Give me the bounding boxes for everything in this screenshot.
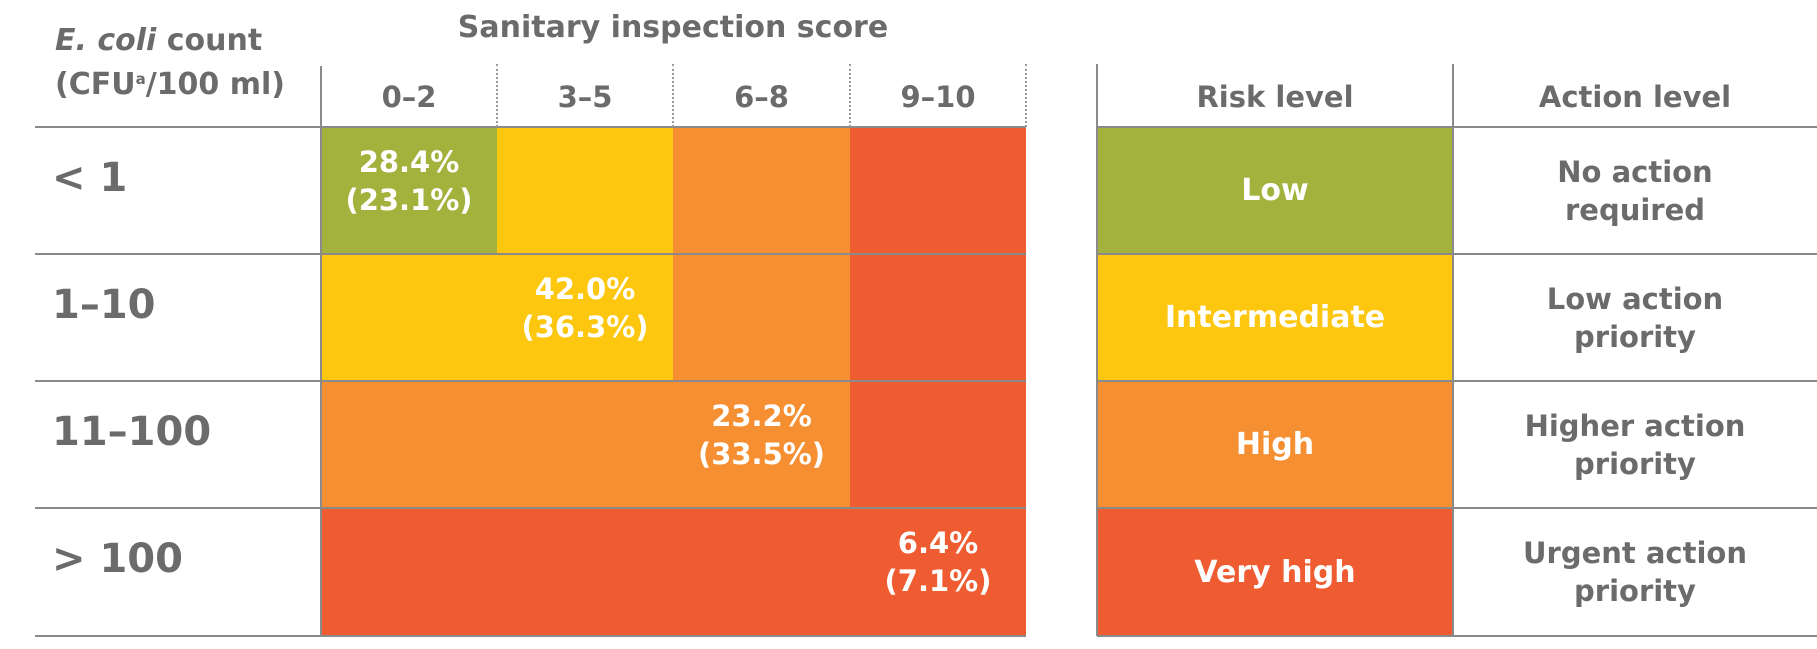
matrix-cell-r2-c0 [321, 381, 497, 508]
matrix-cell-r3-c0 [321, 508, 497, 636]
risk-level-intermediate: Intermediate [1097, 254, 1453, 381]
row-divider [35, 126, 1026, 128]
row-divider-right [1097, 380, 1817, 382]
row-axis-title-italic: E. coli [55, 23, 157, 58]
matrix-cell-r0-c3 [850, 127, 1026, 254]
action-level-low: No action required [1453, 127, 1817, 254]
matrix-cell-r3-c2 [673, 508, 850, 636]
row-axis-unit-pre: (CFU [55, 67, 136, 102]
action-line-2: priority [1574, 446, 1696, 481]
risk-level-very_high: Very high [1097, 508, 1453, 636]
action-level-very_high: Urgent action priority [1453, 508, 1817, 636]
row-axis-unit-post: /100 ml) [145, 67, 285, 102]
row-divider-right [1097, 507, 1817, 509]
matrix-left-border [320, 66, 322, 636]
matrix-cell-r0-c2 [673, 127, 850, 254]
column-dotted-divider [672, 64, 674, 127]
row-label: 11–100 [52, 409, 212, 455]
row-divider [35, 507, 1026, 509]
matrix-cell-r1-c0 [321, 254, 497, 381]
row-divider-right [1097, 126, 1817, 128]
column-axis-title: Sanitary inspection score [457, 10, 889, 45]
column-dotted-divider [849, 64, 851, 127]
risk-level-header: Risk level [1196, 80, 1354, 114]
risk-left-border [1096, 64, 1098, 636]
matrix-cell-r3-c1 [497, 508, 673, 636]
action-line-1: Urgent action [1522, 536, 1747, 570]
matrix-cell-r3-c3: 6.4% (7.1%) [850, 508, 1026, 636]
action-line-1: No action [1557, 154, 1713, 189]
row-label: 1–10 [52, 282, 156, 328]
column-label: 0–2 [381, 80, 437, 114]
row-divider-right [1097, 635, 1817, 637]
action-left-border [1452, 64, 1454, 636]
column-dotted-divider [496, 64, 498, 127]
row-divider-right [1097, 253, 1817, 255]
cell-percentage-paren: (33.5%) [697, 436, 826, 471]
risk-level-high: High [1097, 381, 1453, 508]
matrix-cell-r2-c3 [850, 381, 1026, 508]
action-line-2: required [1564, 192, 1706, 227]
row-divider [35, 635, 1026, 637]
matrix-cell-r0-c1 [497, 127, 673, 254]
cell-percentage: 6.4% [897, 526, 979, 560]
risk-level-low: Low [1097, 127, 1453, 254]
matrix-cell-r1-c1: 42.0% (36.3%) [497, 254, 673, 381]
cell-percentage: 28.4% [358, 144, 460, 179]
cell-percentage-paren: (23.1%) [345, 182, 473, 217]
action-level-header: Action level [1538, 80, 1732, 114]
action-level-high: Higher action priority [1453, 381, 1817, 508]
row-label: > 100 [52, 536, 183, 582]
row-axis-title-rest: count [156, 23, 263, 58]
row-axis-unit-sup: a [135, 70, 146, 88]
action-line-2: priority [1574, 574, 1696, 608]
matrix-cell-r2-c1 [497, 381, 673, 508]
cell-percentage: 23.2% [711, 398, 812, 433]
matrix-cell-r1-c3 [850, 254, 1026, 381]
matrix-cell-r0-c0: 28.4% (23.1%) [321, 127, 497, 254]
row-divider [35, 380, 1026, 382]
row-axis-title: E. coli count (CFUa/100 ml) [55, 22, 285, 104]
matrix-cell-r1-c2 [673, 254, 850, 381]
cell-percentage-paren: (7.1%) [884, 564, 992, 598]
column-label: 9–10 [900, 80, 976, 114]
row-divider [35, 253, 1026, 255]
matrix-cell-r2-c2: 23.2% (33.5%) [673, 381, 850, 508]
action-line-2: priority [1574, 319, 1696, 354]
column-dotted-divider [1025, 64, 1027, 127]
action-line-1: Low action [1546, 281, 1724, 316]
row-label: < 1 [52, 155, 128, 201]
action-level-intermediate: Low action priority [1453, 254, 1817, 381]
column-label: 3–5 [557, 80, 613, 114]
cell-percentage: 42.0% [534, 271, 636, 306]
cell-percentage-paren: (36.3%) [521, 309, 649, 344]
column-label: 6–8 [734, 80, 789, 114]
action-line-1: Higher action [1524, 408, 1746, 443]
